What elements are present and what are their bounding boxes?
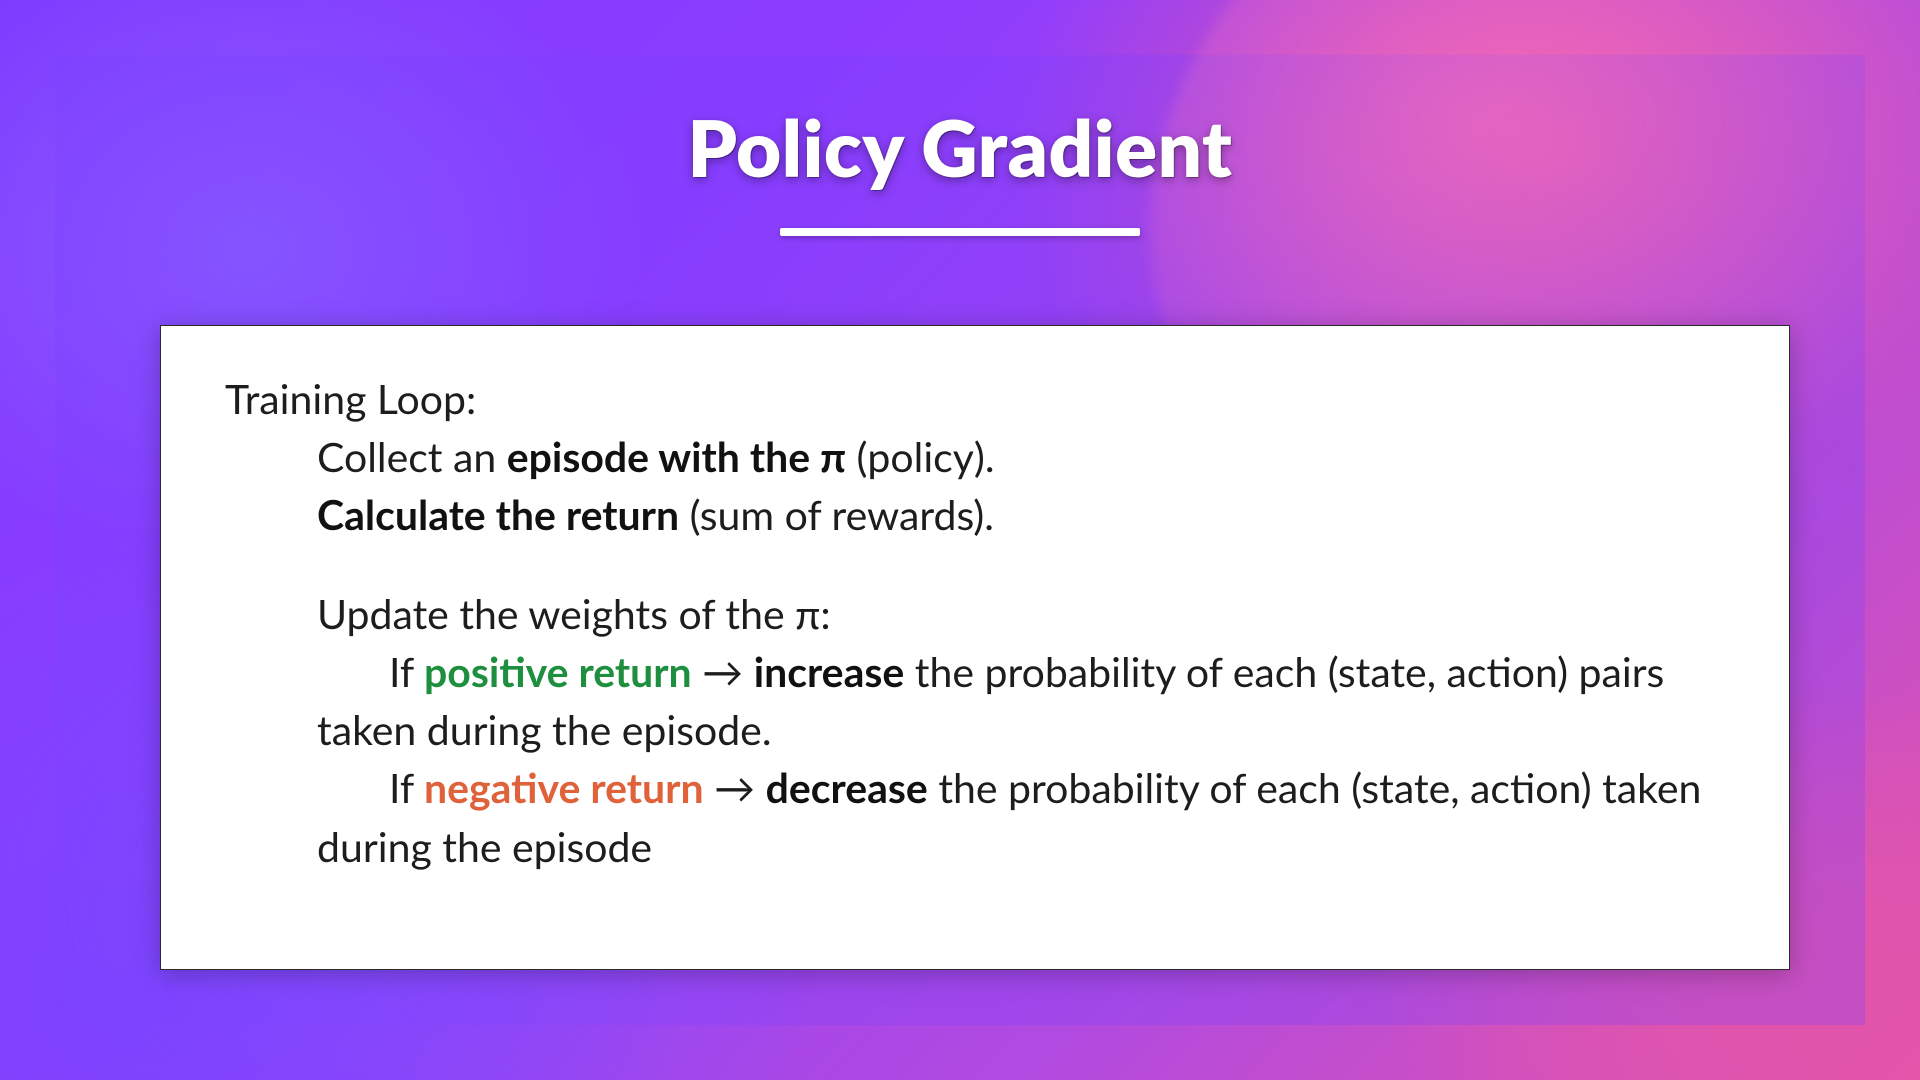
text-increase: increase xyxy=(754,647,905,696)
training-loop-heading: Training Loop: xyxy=(225,370,1733,428)
text-collect-post: (policy). xyxy=(846,432,995,481)
text-neg-if: If xyxy=(389,763,424,812)
text-calc-post: (sum of rewards). xyxy=(679,490,994,539)
text-negative-return: negative return xyxy=(424,763,704,812)
text-collect-pre: Collect an xyxy=(317,432,507,481)
line-negative-return: If negative return → decrease the probab… xyxy=(225,759,1733,875)
text-calc-bold: Calculate the return xyxy=(317,490,679,539)
text-pos-arrow: → xyxy=(692,647,754,696)
slide-title: Policy Gradient xyxy=(687,100,1232,194)
line-positive-return: If positive return → increase the probab… xyxy=(225,643,1733,759)
text-pos-if: If xyxy=(389,647,424,696)
title-underline xyxy=(780,228,1140,236)
line-calculate-return: Calculate the return (sum of rewards). xyxy=(225,486,1733,544)
text-decrease: decrease xyxy=(766,763,928,812)
line-update-weights: Update the weights of the π: xyxy=(225,585,1733,643)
text-collect-bold: episode with the π xyxy=(507,432,846,481)
content-card: Training Loop: Collect an episode with t… xyxy=(160,325,1790,970)
blank-line xyxy=(225,545,1733,585)
slide-content: Policy Gradient Training Loop: Collect a… xyxy=(0,0,1920,1080)
text-neg-arrow: → xyxy=(704,763,766,812)
text-positive-return: positive return xyxy=(424,647,692,696)
line-collect-episode: Collect an episode with the π (policy). xyxy=(225,428,1733,486)
